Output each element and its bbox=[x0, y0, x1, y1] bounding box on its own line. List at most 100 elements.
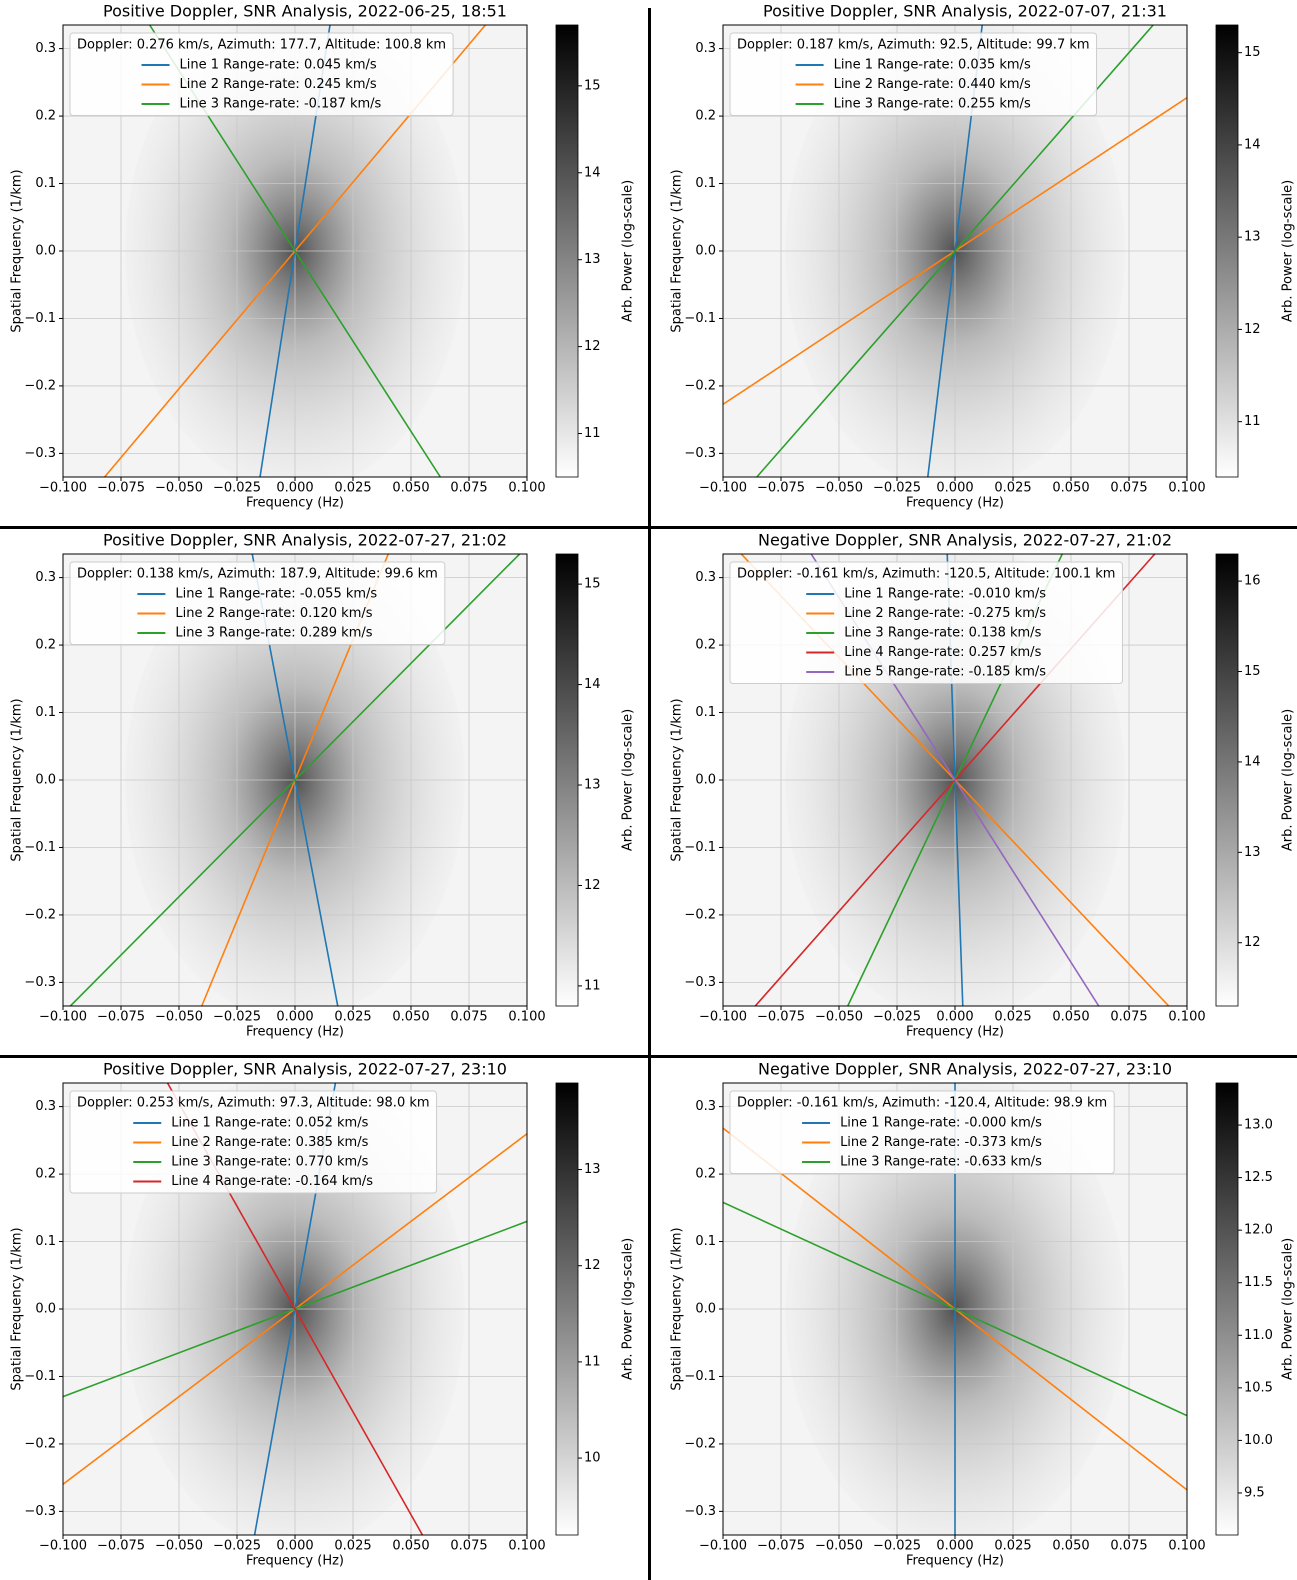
colorbar bbox=[1215, 24, 1239, 478]
x-tick-label: −0.050 bbox=[815, 1539, 863, 1554]
colorbar-tick-label: 14 bbox=[1244, 754, 1261, 769]
colorbar-tick-label: 14 bbox=[1244, 137, 1261, 152]
panel: −0.100 −0.075 −0.050 −0.025 0.000 0.025 0.050 0… bbox=[10, 2, 636, 511]
x-tick-label: −0.075 bbox=[757, 1539, 805, 1554]
x-tick-label: 0.000 bbox=[936, 1539, 973, 1554]
x-tick-label: 0.025 bbox=[994, 1539, 1031, 1554]
colorbar-tick-label: 11 bbox=[584, 978, 601, 993]
y-tick-label: −0.1 bbox=[24, 311, 56, 326]
legend-box bbox=[69, 32, 454, 116]
legend-label: Line 2 Range-rate: 0.385 km/s bbox=[171, 1135, 368, 1150]
legend: Doppler: 0.138 km/s, Azimuth: 187.9, Alt… bbox=[69, 561, 446, 645]
colorbar bbox=[555, 553, 579, 1007]
y-tick-label: 0.0 bbox=[35, 244, 56, 259]
x-tick-label: 0.100 bbox=[508, 1010, 545, 1025]
panel: −0.100 −0.075 −0.050 −0.025 0.000 0.025 0.050 0… bbox=[670, 2, 1296, 511]
legend-label: Line 1 Range-rate: 0.045 km/s bbox=[180, 58, 377, 73]
x-axis-label: Frequency (Hz) bbox=[246, 1554, 344, 1569]
y-tick-label: 0.3 bbox=[35, 1099, 56, 1114]
x-tick-label: 0.100 bbox=[1168, 481, 1205, 496]
divider bbox=[0, 1055, 1297, 1058]
x-tick-label: −0.100 bbox=[699, 1010, 747, 1025]
y-tick-label: 0.1 bbox=[35, 176, 56, 191]
x-tick-label: −0.075 bbox=[97, 1010, 145, 1025]
x-tick-label: −0.025 bbox=[213, 1010, 261, 1025]
y-tick-label: −0.3 bbox=[24, 975, 56, 990]
chart-title: Positive Doppler, SNR Analysis, 2022-07-… bbox=[763, 2, 1167, 21]
y-tick-label: 0.1 bbox=[695, 1234, 716, 1249]
x-tick-label: −0.100 bbox=[699, 1539, 747, 1554]
colorbar-tick-label: 14 bbox=[584, 165, 601, 180]
y-tick-label: −0.3 bbox=[684, 1504, 716, 1519]
x-tick-label: 0.050 bbox=[1052, 1539, 1089, 1554]
legend-label: Line 2 Range-rate: 0.440 km/s bbox=[834, 77, 1031, 92]
legend-label: Line 1 Range-rate: 0.052 km/s bbox=[171, 1116, 368, 1131]
x-tick-label: 0.000 bbox=[276, 1539, 313, 1554]
x-tick-label: 0.050 bbox=[1052, 481, 1089, 496]
y-tick-label: 0.0 bbox=[695, 773, 716, 788]
y-tick-label: −0.3 bbox=[24, 1504, 56, 1519]
x-axis-label: Frequency (Hz) bbox=[906, 496, 1004, 511]
legend-box bbox=[729, 1090, 1115, 1174]
y-tick-label: −0.2 bbox=[684, 378, 716, 393]
legend-title: Doppler: 0.138 km/s, Azimuth: 187.9, Alt… bbox=[77, 567, 438, 582]
y-tick-label: 0.3 bbox=[695, 570, 716, 585]
x-tick-label: −0.075 bbox=[757, 481, 805, 496]
x-tick-label: 0.025 bbox=[334, 1539, 371, 1554]
x-tick-label: −0.100 bbox=[39, 1010, 87, 1025]
chart-title: Positive Doppler, SNR Analysis, 2022-07-… bbox=[103, 1060, 507, 1079]
colorbar-tick-label: 12 bbox=[584, 1258, 601, 1273]
x-tick-label: 0.050 bbox=[1052, 1010, 1089, 1025]
colorbar-tick-label: 15 bbox=[584, 78, 601, 93]
colorbar-tick-label: 11 bbox=[584, 1354, 601, 1369]
chart-title: Negative Doppler, SNR Analysis, 2022-07-… bbox=[758, 531, 1172, 550]
y-tick-label: 0.2 bbox=[695, 638, 716, 653]
x-tick-label: 0.000 bbox=[936, 481, 973, 496]
colorbar-tick-label: 12 bbox=[1244, 322, 1261, 337]
legend-title: Doppler: 0.276 km/s, Azimuth: 177.7, Alt… bbox=[77, 38, 446, 53]
y-tick-label: 0.2 bbox=[35, 638, 56, 653]
y-tick-label: −0.3 bbox=[684, 446, 716, 461]
x-tick-label: 0.075 bbox=[1110, 481, 1147, 496]
x-tick-label: −0.100 bbox=[699, 481, 747, 496]
x-tick-label: 0.075 bbox=[1110, 1539, 1147, 1554]
colorbar-tick-label: 13.0 bbox=[1244, 1118, 1273, 1133]
colorbar-label: Arb. Power (log-scale) bbox=[621, 1238, 636, 1380]
x-tick-label: 0.025 bbox=[334, 1010, 371, 1025]
legend-label: Line 1 Range-rate: -0.010 km/s bbox=[844, 587, 1046, 602]
y-tick-label: −0.2 bbox=[24, 1436, 56, 1451]
x-tick-label: 0.000 bbox=[276, 1010, 313, 1025]
colorbar bbox=[1215, 553, 1239, 1007]
y-axis-label: Spatial Frequency (1/km) bbox=[10, 1227, 25, 1390]
colorbar-label: Arb. Power (log-scale) bbox=[1281, 1238, 1296, 1380]
colorbar-tick-label: 13 bbox=[1244, 845, 1261, 860]
legend-label: Line 3 Range-rate: 0.289 km/s bbox=[175, 626, 372, 641]
x-tick-label: 0.050 bbox=[392, 1010, 429, 1025]
colorbar-tick-label: 12 bbox=[584, 878, 601, 893]
y-tick-label: −0.1 bbox=[684, 1369, 716, 1384]
x-tick-label: 0.100 bbox=[1168, 1010, 1205, 1025]
x-tick-label: 0.075 bbox=[450, 1010, 487, 1025]
colorbar-tick-label: 12 bbox=[584, 339, 601, 354]
x-tick-label: 0.100 bbox=[508, 1539, 545, 1554]
y-tick-label: 0.1 bbox=[35, 705, 56, 720]
x-tick-label: 0.075 bbox=[450, 1539, 487, 1554]
legend-label: Line 1 Range-rate: -0.055 km/s bbox=[175, 587, 377, 602]
colorbar bbox=[555, 1082, 579, 1536]
legend: Doppler: 0.276 km/s, Azimuth: 177.7, Alt… bbox=[69, 32, 454, 116]
divider bbox=[648, 8, 651, 1580]
x-axis-label: Frequency (Hz) bbox=[246, 496, 344, 511]
x-tick-label: −0.050 bbox=[155, 1010, 203, 1025]
colorbar-tick-label: 13 bbox=[1244, 230, 1261, 245]
x-tick-label: 0.100 bbox=[508, 481, 545, 496]
x-axis-label: Frequency (Hz) bbox=[906, 1025, 1004, 1040]
x-tick-label: 0.050 bbox=[392, 1539, 429, 1554]
colorbar-tick-label: 15 bbox=[1244, 45, 1261, 60]
colorbar-tick-label: 12.5 bbox=[1244, 1170, 1273, 1185]
y-tick-label: −0.2 bbox=[684, 907, 716, 922]
y-tick-label: −0.1 bbox=[684, 840, 716, 855]
colorbar-tick-label: 11.0 bbox=[1244, 1328, 1273, 1343]
legend-label: Line 4 Range-rate: -0.164 km/s bbox=[171, 1174, 373, 1189]
panel: −0.100 −0.075 −0.050 −0.025 0.000 0.025 0.050 0… bbox=[10, 1060, 636, 1569]
